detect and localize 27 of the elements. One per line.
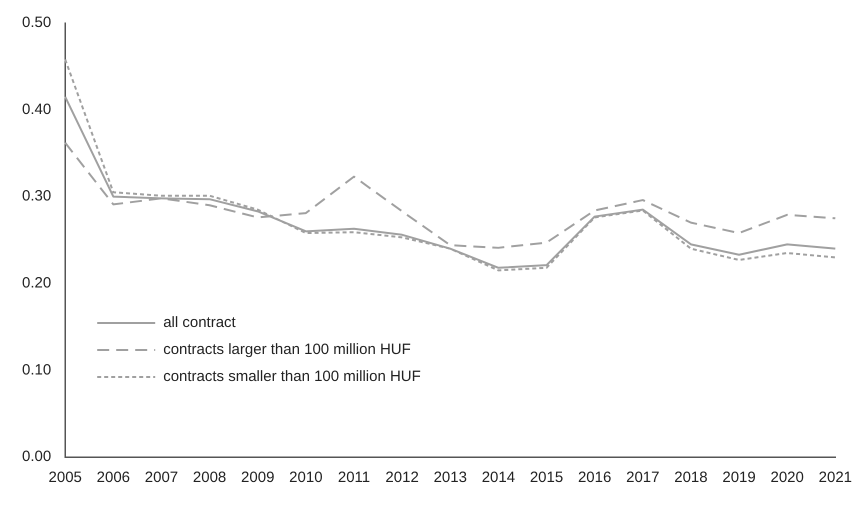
x-tick-label: 2018 — [674, 469, 708, 486]
legend-label: contracts larger than 100 million HUF — [163, 341, 411, 358]
line-series — [64, 58, 836, 272]
x-tick-label: 2009 — [241, 469, 274, 486]
x-tick-label: 2013 — [434, 469, 467, 486]
x-tick-label: 2021 — [818, 469, 852, 486]
x-tick-label: 2010 — [289, 469, 323, 486]
y-tick-label: 0.30 — [22, 188, 52, 205]
x-tick-label: 2015 — [530, 469, 564, 486]
x-tick-label: 2007 — [144, 469, 178, 486]
y-tick-label: 0.10 — [22, 361, 52, 378]
x-tick-label: 2012 — [385, 469, 419, 486]
x-tick-label: 2014 — [482, 469, 516, 486]
x-tick-label: 2016 — [578, 469, 612, 486]
x-tick-label: 2019 — [722, 469, 756, 486]
x-tick-label: 2008 — [192, 469, 226, 486]
y-tick-label: 0.00 — [22, 448, 52, 466]
x-tick-label: 2006 — [96, 469, 130, 486]
legend-label: all contract — [163, 314, 237, 332]
x-tick-label: 2005 — [48, 469, 82, 486]
y-tick-label: 0.50 — [22, 14, 52, 32]
legend-label: contracts smaller than 100 million HUF — [163, 368, 421, 386]
y-tick-label: 0.40 — [22, 100, 52, 118]
x-tick-label: 2017 — [626, 469, 660, 486]
x-tick-label: 2011 — [338, 469, 370, 486]
x-tick-label: 2020 — [770, 469, 804, 486]
y-tick-label: 0.20 — [22, 274, 52, 292]
